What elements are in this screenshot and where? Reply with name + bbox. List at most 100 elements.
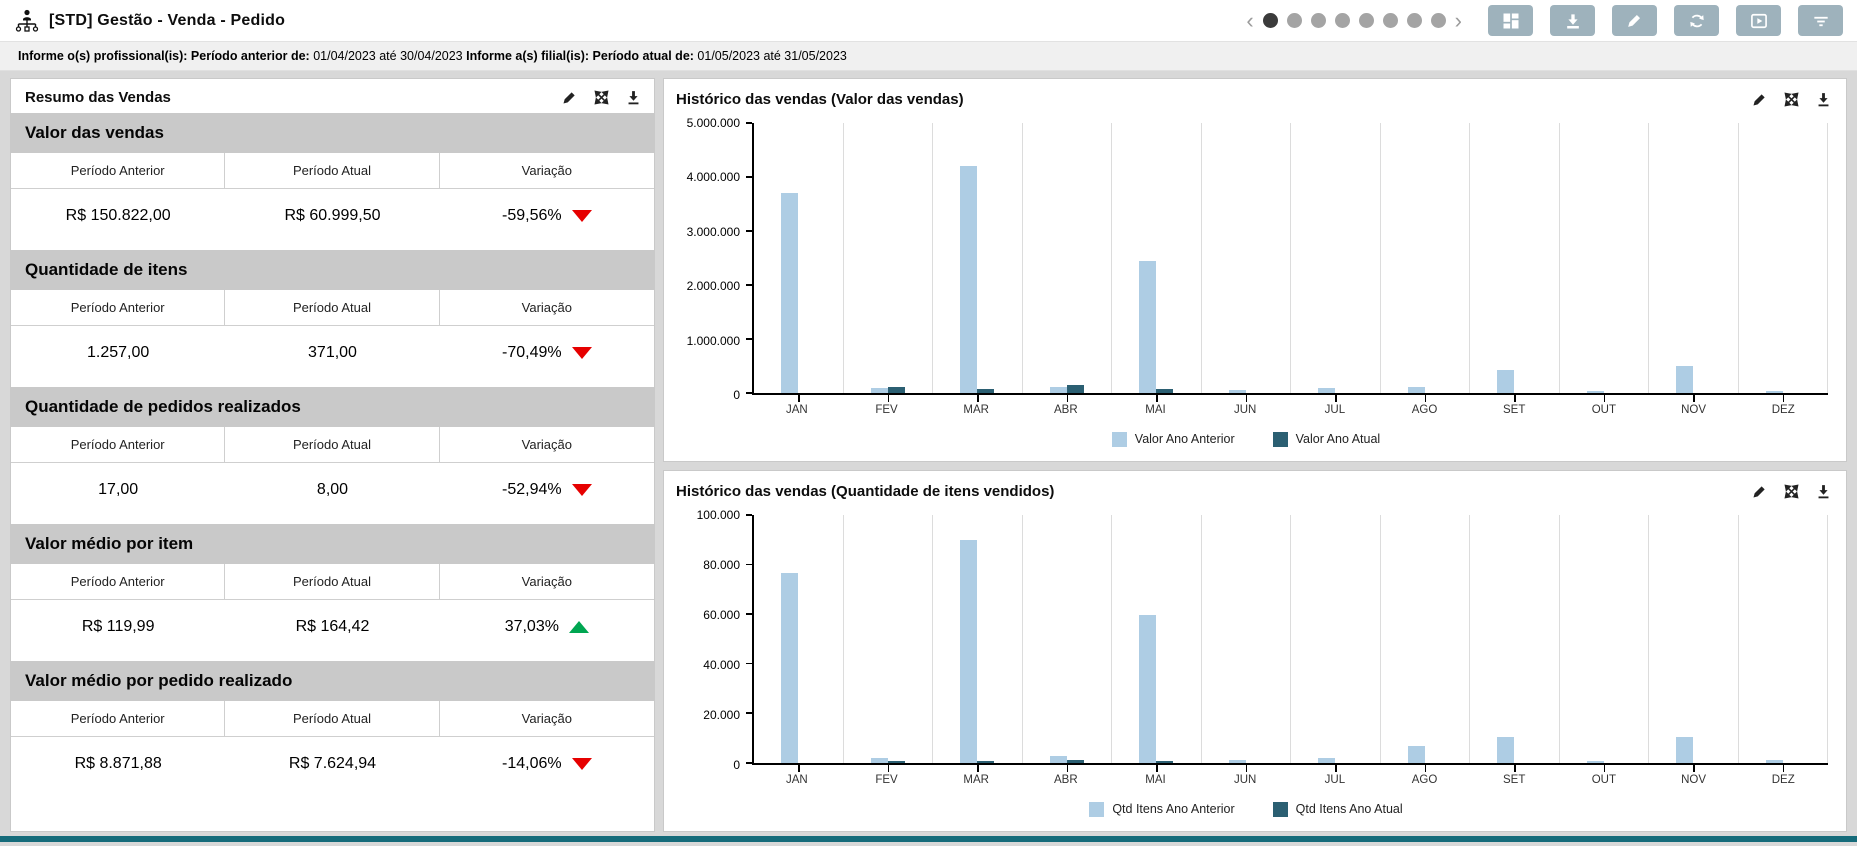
month-slot xyxy=(1291,515,1381,772)
previous-period-value: R$ 119,99 xyxy=(81,618,155,635)
legend-item: Qtd Itens Ano Atual xyxy=(1272,801,1403,817)
month-slot xyxy=(1739,515,1828,772)
download-button[interactable] xyxy=(1550,5,1595,36)
dashboard-content: Resumo das Vendas xyxy=(0,71,1857,836)
month-slot xyxy=(1112,515,1202,772)
summary-section-values: R$ 150.822,00 R$ 60.999,50 -59,56% xyxy=(11,189,654,239)
summary-panel-title: Resumo das Vendas xyxy=(25,88,171,106)
column-header-variation: Variação xyxy=(521,437,572,452)
y-tick-label: 0 xyxy=(733,388,740,402)
month-slot xyxy=(933,123,1023,402)
month-label: JUN xyxy=(1234,404,1257,416)
summary-section-values: 17,00 8,00 -52,94% xyxy=(11,463,654,513)
y-tick-mark xyxy=(746,338,752,340)
edit-icon[interactable] xyxy=(1751,91,1768,108)
summary-section: Valor médio por item Período Anterior Pe… xyxy=(11,524,654,650)
summary-section-values: 1.257,00 371,00 -70,49% xyxy=(11,326,654,376)
variation-text: -59,56% xyxy=(502,207,562,224)
y-tick-label: 4.000.000 xyxy=(686,170,740,185)
y-tick-mark xyxy=(746,613,752,615)
download-icon[interactable] xyxy=(1815,91,1832,108)
summary-section-columns: Período Anterior Período Atual Variação xyxy=(11,290,654,326)
column-header-previous: Período Anterior xyxy=(11,427,226,462)
dashboard-button[interactable] xyxy=(1488,5,1533,36)
download-icon[interactable] xyxy=(1815,483,1832,500)
play-button[interactable] xyxy=(1736,5,1781,36)
filter-value-current-period: 01/05/2023 até 31/05/2023 xyxy=(697,49,847,63)
month-slot xyxy=(1112,123,1202,402)
legend-swatch xyxy=(1111,431,1127,447)
y-tick-label: 3.000.000 xyxy=(686,224,740,239)
variation-arrow-icon xyxy=(571,210,592,222)
y-tick-label: 0 xyxy=(733,758,740,772)
chart-bar xyxy=(1156,761,1174,763)
current-period-value: 8,00 xyxy=(316,481,349,498)
download-icon[interactable] xyxy=(625,89,642,106)
y-axis: 5.000.000 4.000.000 3.000.000 2.000.000 1.00… xyxy=(664,116,752,402)
download-icon xyxy=(1566,13,1579,28)
summary-panel-header: Resumo das Vendas xyxy=(11,79,654,113)
sitemap-icon xyxy=(14,8,40,34)
legend-item: Qtd Itens Ano Anterior xyxy=(1089,801,1235,817)
summary-section: Valor médio por pedido realizado Período… xyxy=(11,661,654,787)
month-label: FEV xyxy=(875,404,898,416)
expand-icon[interactable] xyxy=(593,89,610,106)
month-label: DEZ xyxy=(1771,774,1795,786)
column-header-current: Período Atual xyxy=(225,153,440,188)
chevron-left-icon[interactable]: ‹ xyxy=(1246,7,1254,33)
page-dot[interactable] xyxy=(1382,13,1398,28)
page-dot[interactable] xyxy=(1286,13,1302,28)
summary-section-values: R$ 8.871,88 R$ 7.624,94 -14,06% xyxy=(11,737,654,787)
y-tick-label: 20.000 xyxy=(703,708,740,722)
y-tick-mark xyxy=(746,662,752,665)
month-label: JAN xyxy=(785,774,808,786)
chart-bar xyxy=(870,387,888,393)
chart-panel-header: Histórico das vendas (Quantidade de iten… xyxy=(664,471,1842,505)
chart-bar xyxy=(887,761,905,763)
column-header-previous: Período Anterior xyxy=(11,153,226,188)
edit-icon[interactable] xyxy=(561,89,578,106)
month-slot xyxy=(844,123,933,402)
month-label: MAR xyxy=(963,404,989,416)
chart-bar xyxy=(1676,736,1694,763)
month-slot xyxy=(933,515,1023,772)
month-slot xyxy=(1291,123,1381,402)
edit-button[interactable] xyxy=(1612,5,1657,36)
legend-label: Valor Ano Atual xyxy=(1295,432,1381,446)
page-dot[interactable] xyxy=(1406,13,1422,28)
expand-icon[interactable] xyxy=(1783,91,1800,108)
y-tick-label: 100.000 xyxy=(696,508,740,522)
page-dot[interactable] xyxy=(1262,13,1278,28)
page-dot[interactable] xyxy=(1358,13,1374,28)
month-slot xyxy=(1470,123,1560,402)
variation-value: 37,03% xyxy=(440,600,654,650)
summary-section-columns: Período Anterior Período Atual Variação xyxy=(11,564,654,600)
page-dot[interactable] xyxy=(1310,13,1326,28)
month-slot xyxy=(1023,515,1112,772)
month-slot xyxy=(754,515,844,772)
variation-value: -52,94% xyxy=(440,463,654,513)
page-dot[interactable] xyxy=(1334,13,1350,28)
column-header-current: Período Atual xyxy=(225,564,440,599)
chevron-right-icon[interactable]: › xyxy=(1454,7,1462,33)
variation-text: -70,49% xyxy=(502,344,562,361)
column-header-current: Período Atual xyxy=(225,427,440,462)
top-bar: [STD] Gestão - Venda - Pedido ‹ › xyxy=(0,0,1857,42)
filter-icon xyxy=(1813,16,1828,26)
page-dot[interactable] xyxy=(1430,13,1446,28)
y-tick-label: 80.000 xyxy=(703,558,740,572)
play-icon xyxy=(1750,13,1767,28)
filter-label-professional: Informe o(s) profissional(is): Período a… xyxy=(18,49,310,63)
chart-bar xyxy=(1228,390,1246,393)
chart-bar xyxy=(1586,391,1604,393)
edit-icon[interactable] xyxy=(1751,483,1768,500)
chart-bar xyxy=(1407,745,1425,763)
x-axis-labels: JAN FEV MAR ABR MAI JUN JUL AGO SET OUT NOV DEZ xyxy=(664,765,1828,791)
summary-section-columns: Período Anterior Período Atual Variação xyxy=(11,153,654,189)
chart-bar xyxy=(1497,736,1515,763)
refresh-button[interactable] xyxy=(1674,5,1719,36)
legend-label: Qtd Itens Ano Atual xyxy=(1295,802,1403,816)
chart-bar xyxy=(781,573,799,763)
expand-icon[interactable] xyxy=(1783,483,1800,500)
filter-button[interactable] xyxy=(1798,5,1843,36)
